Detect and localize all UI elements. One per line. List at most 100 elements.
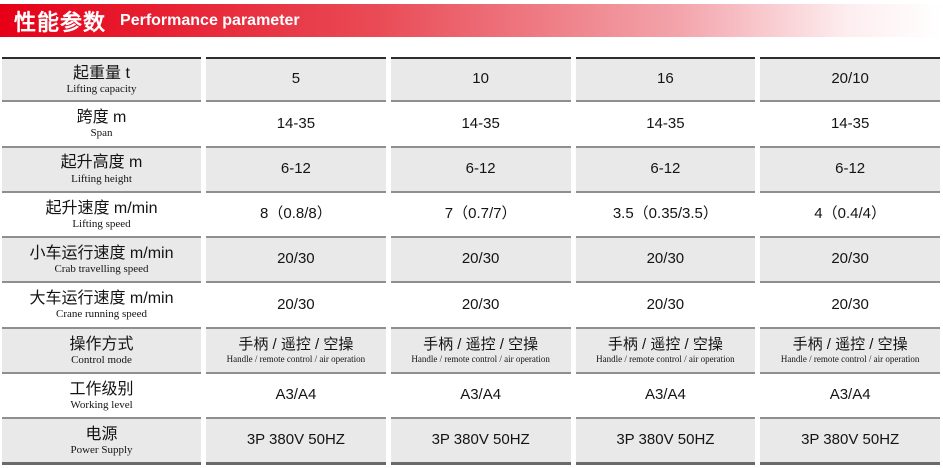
value-cell: 14-35 [760,102,940,148]
value-main: 6-12 [650,159,681,177]
performance-header-bar: 性能参数 Performance parameter [0,4,943,37]
table-row: 大车运行速度 m/min Crane running speed 20/30 20/3… [2,283,940,329]
table-row: 小车运行速度 m/min Crab travelling speed 20/30 20… [2,238,940,284]
value-cell: 20/30 [390,283,571,329]
value-main: 5 [291,70,301,88]
value-main: 20/30 [831,295,869,313]
value-cell: 20/30 [760,283,940,329]
value-main: 14-35 [276,114,316,132]
table-row: 电源 Power Supply 3P 380V 50HZ 3P 380V 50HZ 3P… [2,419,940,465]
row-label: 起升速度 m/min Lifting speed [2,192,201,239]
value-cell: 20/30 [206,238,386,284]
value-main: A3/A4 [644,386,686,404]
value-main: 手柄 / 遥控 / 空操 [423,335,539,353]
table-row: 起升高度 m Lifting height 6-12 6-12 6-12 6-12 [2,147,940,193]
value-cell: 手柄 / 遥控 / 空操 Handle / remote control / ai… [206,328,386,375]
value-main: 手柄 / 遥控 / 空操 [238,335,354,353]
value-cell: 20/30 [206,283,386,329]
value-cell: 3P 380V 50HZ [760,419,940,465]
row-label-en: Power Supply [70,443,133,456]
row-label: 起重量 t Lifting capacity [2,57,201,103]
value-sub: Handle / remote control / air operation [411,354,550,365]
value-main: 20/30 [831,250,869,268]
row-label-en: Control mode [71,353,132,366]
value-main: 3P 380V 50HZ [616,431,715,449]
row-label-en: Span [90,127,113,140]
value-cell: 20/30 [760,238,940,284]
value-cell: 5 [206,57,386,103]
value-cell: 3P 380V 50HZ [575,419,756,465]
value-cell: 手柄 / 遥控 / 空操 Handle / remote control / ai… [760,328,940,375]
row-label-en: Lifting speed [72,217,131,230]
row-label-zh: 小车运行速度 m/min [29,244,174,262]
table-row: 跨度 m Span 14-35 14-35 14-35 14-35 [2,102,940,148]
row-label: 电源 Power Supply [2,419,201,465]
value-cell: 3P 380V 50HZ [390,419,571,465]
value-cell: 3.5（0.35/3.5） [575,192,756,239]
value-cell: 3P 380V 50HZ [206,419,386,465]
row-label-zh: 起升速度 m/min [45,199,158,217]
value-cell: 14-35 [206,102,386,148]
value-main: 14-35 [830,114,870,132]
value-main: 20/30 [646,295,685,313]
value-cell: 20/30 [575,283,756,329]
page-title-zh: 性能参数 [14,9,107,35]
value-main: 4（0.4/4） [814,205,886,223]
value-main: 6-12 [280,159,311,177]
value-cell: 16 [575,57,756,103]
value-cell: A3/A4 [575,374,756,420]
value-cell: 6-12 [390,147,571,193]
value-main: 20/30 [277,250,315,268]
value-main: 3P 380V 50HZ [801,431,900,449]
value-main: 14-35 [461,114,500,132]
value-main: 16 [657,70,674,88]
value-cell: 10 [390,57,571,103]
value-cell: 14-35 [575,102,756,148]
value-cell: A3/A4 [760,374,940,420]
row-label-en: Lifting capacity [66,82,137,95]
value-sub: Handle / remote control / air operation [226,354,366,365]
value-main: 8（0.8/8） [260,205,332,223]
row-label-en: Working level [70,399,133,411]
table-row: 起升速度 m/min Lifting speed 8（0.8/8） 7（0.7/7） 3… [2,192,940,239]
row-label: 起升高度 m Lifting height [2,147,201,193]
value-main: 20/30 [461,295,500,313]
value-main: 3P 380V 50HZ [246,431,345,449]
value-main: 3P 380V 50HZ [431,431,530,449]
row-label: 大车运行速度 m/min Crane running speed [2,283,201,329]
value-cell: 6-12 [206,147,386,193]
row-label: 操作方式 Control mode [2,328,201,375]
value-cell: 4（0.4/4） [760,192,940,239]
table-row: 工作级别 Working level A3/A4 A3/A4 A3/A4 A3/A4 [2,374,940,420]
value-main: 手柄 / 遥控 / 空操 [607,335,723,353]
value-cell: 20/10 [760,57,940,103]
row-label-zh: 跨度 m [76,109,127,127]
page-title-en: Performance parameter [120,11,300,29]
value-main: A3/A4 [460,386,502,404]
value-cell: 6-12 [575,147,756,193]
row-label-zh: 操作方式 [69,335,134,353]
row-label-zh: 起重量 t [73,64,130,82]
value-cell: A3/A4 [206,374,386,420]
value-cell: 手柄 / 遥控 / 空操 Handle / remote control / ai… [390,328,571,375]
row-label: 跨度 m Span [2,102,201,148]
value-main: 手柄 / 遥控 / 空操 [792,335,908,353]
row-label-zh: 电源 [85,425,118,443]
value-main: 3.5（0.35/3.5） [612,205,718,223]
value-cell: 7（0.7/7） [390,192,571,239]
row-label: 小车运行速度 m/min Crab travelling speed [2,238,201,284]
value-cell: 8（0.8/8） [206,192,386,239]
value-main: A3/A4 [829,386,871,404]
performance-parameters-table: 起重量 t Lifting capacity 5 10 16 20/10 跨度 m Span 1… [2,57,940,465]
row-label: 工作级别 Working level [2,374,201,420]
value-main: 10 [472,70,489,88]
value-main: 20/30 [646,250,685,268]
value-main: A3/A4 [275,386,317,404]
value-main: 6-12 [465,159,496,177]
value-cell: 手柄 / 遥控 / 空操 Handle / remote control / ai… [575,328,756,375]
value-cell: 6-12 [760,147,940,193]
row-label-en: Lifting height [71,172,132,185]
value-main: 20/30 [277,295,315,313]
value-main: 20/30 [461,250,500,268]
value-main: 20/10 [831,70,869,88]
